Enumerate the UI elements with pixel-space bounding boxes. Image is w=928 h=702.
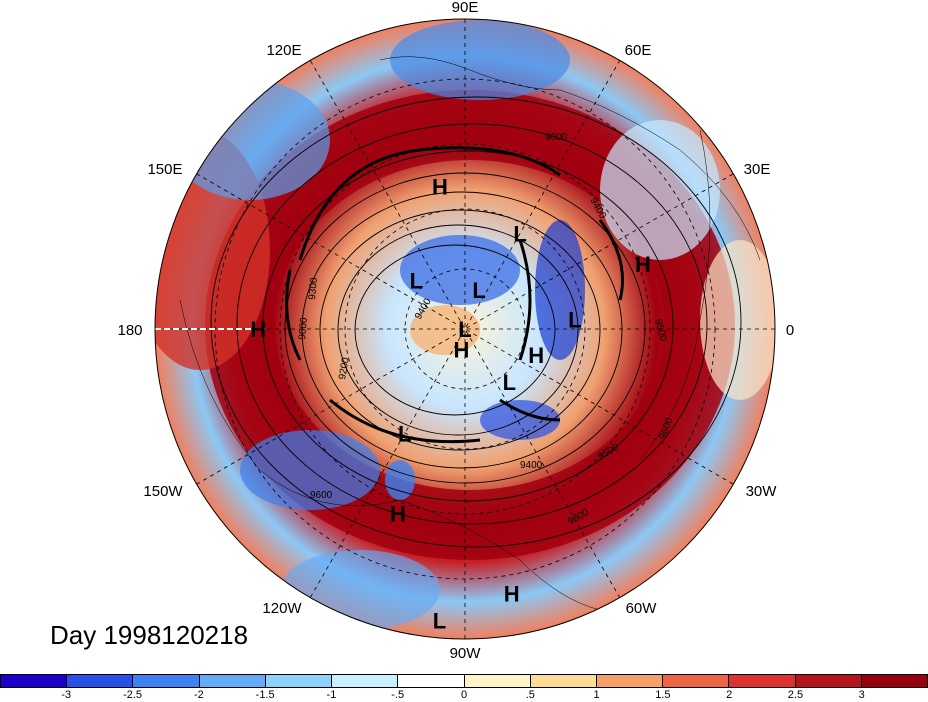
colorbar (0, 674, 928, 688)
polar-map: 90E 60E 30E 0 30W 60W 90W 120W 150W 180 … (117, 0, 794, 662)
high-pressure-marker: H (390, 502, 406, 527)
colorbar-segment (861, 675, 928, 687)
colorbar-segment (133, 675, 200, 687)
lon-label-90w: 90W (450, 645, 482, 662)
colorbar-tick-label: 2.5 (787, 689, 804, 701)
colorbar-tick-label: 0 (460, 689, 468, 701)
lon-label-180: 180 (117, 322, 142, 339)
colorbar-tick-label: 2 (726, 689, 733, 701)
high-pressure-marker: H (635, 252, 651, 277)
high-pressure-marker: H (432, 175, 448, 200)
low-pressure-marker: L (433, 609, 446, 634)
lon-label-120e: 120E (266, 42, 301, 59)
colorbar-tick-label: 1.5 (655, 689, 671, 701)
colorbar-segment (729, 675, 796, 687)
colorbar-segment (795, 675, 862, 687)
date-label: Day 1998120218 (50, 620, 249, 650)
low-pressure-marker: L (398, 421, 411, 446)
low-pressure-marker: L (513, 222, 526, 247)
contour-label: 9600 (310, 490, 333, 501)
contour-label: 9600 (545, 132, 568, 143)
lon-label-30w: 30W (746, 483, 778, 500)
low-pressure-marker: L (472, 278, 485, 303)
colorbar-tick-labels: -3 -2.5 -2 -1.5 -1 -.5 0 .5 1 1.5 2 2.5 3 (0, 689, 928, 702)
colorbar-segment (265, 675, 333, 687)
lon-label-90e: 90E (452, 0, 479, 16)
colorbar-tick-label: -.5 (391, 689, 405, 701)
high-pressure-marker: H (504, 582, 520, 607)
low-pressure-marker: L (568, 307, 581, 332)
colorbar-tick-label: 1 (593, 689, 600, 701)
colorbar-tick-label: -3 (61, 689, 72, 701)
colorbar-segment (199, 675, 266, 687)
colorbar-tick-label: -2 (193, 689, 204, 701)
map-boundary (154, 18, 776, 640)
contour-label: 9300 (307, 277, 320, 301)
high-pressure-marker: H (453, 337, 469, 362)
colorbar-segment (596, 675, 664, 687)
high-pressure-marker: H (528, 343, 544, 368)
colorbar-segment (398, 675, 465, 687)
lon-label-60e: 60E (625, 42, 652, 59)
low-pressure-marker: L (410, 268, 423, 293)
longitude-labels: 90E 60E 30E 0 30W 60W 90W 120W 150W 180 … (117, 0, 794, 662)
colorbar-tick-label: 3 (858, 689, 865, 701)
colorbar-segment (1, 675, 68, 687)
high-pressure-marker: H (250, 317, 266, 342)
colorbar-tick-label: .5 (525, 689, 535, 701)
contour-label: 9200 (337, 356, 352, 380)
lon-label-150e: 150E (147, 161, 182, 178)
low-pressure-marker: L (503, 370, 516, 395)
lon-label-30e: 30E (744, 161, 771, 178)
lon-label-150w: 150W (143, 483, 183, 500)
lon-label-0: 0 (786, 322, 794, 339)
colorbar-tick-label: -1 (326, 689, 337, 701)
colorbar-segment (464, 675, 531, 687)
low-pressure-marker: L (458, 317, 471, 342)
colorbar-segment (332, 675, 399, 687)
colorbar-segment (530, 675, 597, 687)
lon-label-120w: 120W (262, 600, 302, 617)
contour-label: 9400 (520, 460, 543, 471)
lon-label-60w: 60W (626, 600, 658, 617)
contour-label: 9600 (297, 317, 310, 341)
colorbar-tick-label: -2.5 (123, 689, 143, 701)
colorbar-segment (67, 675, 134, 687)
colorbar-segment (663, 675, 730, 687)
colorbar-tick-label: -1.5 (255, 689, 275, 701)
